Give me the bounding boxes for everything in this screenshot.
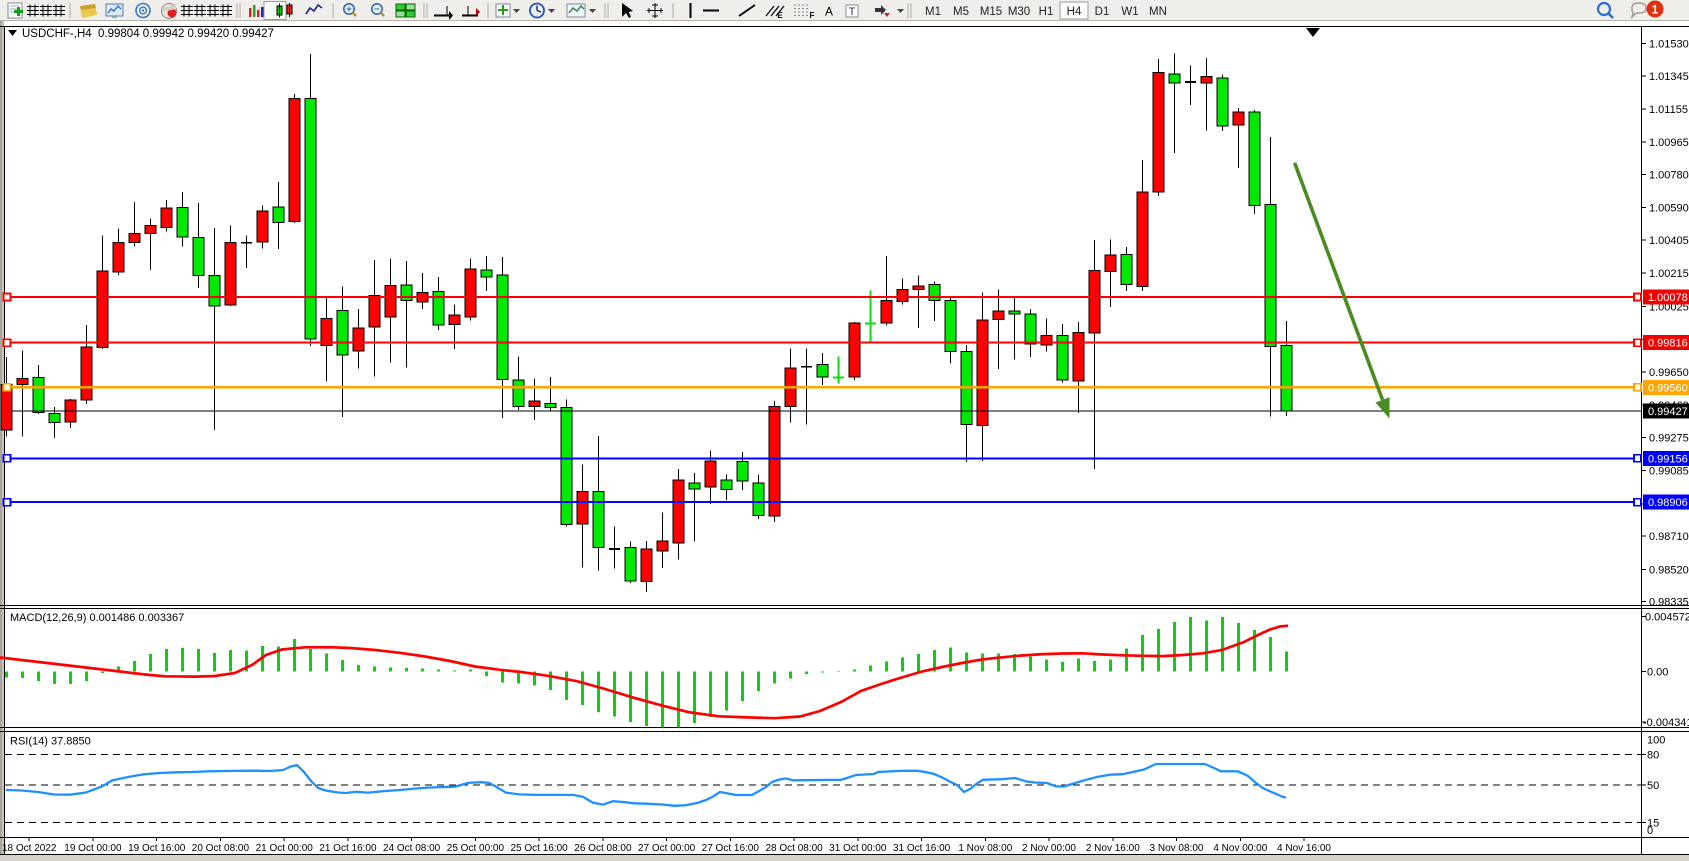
svg-text:25 Oct 00:00: 25 Oct 00:00 [447,843,505,854]
svg-text:3 Nov 08:00: 3 Nov 08:00 [1150,843,1204,854]
svg-text:4 Nov 16:00: 4 Nov 16:00 [1277,843,1331,854]
svg-text:0.99560: 0.99560 [1648,382,1688,394]
svg-text:A: A [825,5,833,19]
svg-text:1.01345: 1.01345 [1649,71,1689,83]
svg-text:21 Oct 16:00: 21 Oct 16:00 [319,843,377,854]
svg-text:100: 100 [1647,735,1665,747]
svg-text:0.98520: 0.98520 [1649,564,1689,576]
svg-text:0.99085: 0.99085 [1649,466,1689,478]
svg-text:1: 1 [1652,3,1659,17]
svg-text:1.00965: 1.00965 [1649,137,1689,149]
svg-text:M30: M30 [1008,6,1030,18]
svg-text:27 Oct 00:00: 27 Oct 00:00 [638,843,696,854]
svg-text:1.01530: 1.01530 [1649,38,1689,50]
svg-text:2 Nov 16:00: 2 Nov 16:00 [1086,843,1140,854]
svg-text:1.00780: 1.00780 [1649,170,1689,182]
svg-text:T: T [849,6,856,18]
svg-text:0: 0 [1647,825,1653,837]
svg-text:0.00: 0.00 [1647,666,1668,678]
svg-text:0.98710: 0.98710 [1649,531,1689,543]
svg-text:4 Nov 00:00: 4 Nov 00:00 [1213,843,1267,854]
svg-text:RSI(14) 37.8850: RSI(14) 37.8850 [10,736,91,748]
svg-text:21 Oct 00:00: 21 Oct 00:00 [256,843,314,854]
svg-text:D1: D1 [1095,6,1110,18]
svg-text:M15: M15 [980,6,1002,18]
svg-text:80: 80 [1647,749,1659,761]
svg-text:0.99275: 0.99275 [1649,432,1689,444]
svg-text:USDCHF-,H4 0.99804 0.99942 0.: USDCHF-,H4 0.99804 0.99942 0.99420 0.994… [22,28,274,40]
svg-text:0.99650: 0.99650 [1649,367,1689,379]
svg-text:0.004572: 0.004572 [1645,612,1689,624]
svg-text:26 Oct 08:00: 26 Oct 08:00 [574,843,632,854]
svg-text:19 Oct 16:00: 19 Oct 16:00 [128,843,186,854]
svg-text:1.00215: 1.00215 [1649,268,1689,280]
svg-text:20 Oct 08:00: 20 Oct 08:00 [192,843,250,854]
svg-text:M5: M5 [953,6,969,18]
svg-text:1.01155: 1.01155 [1649,104,1688,116]
svg-text:0.99816: 0.99816 [1648,338,1688,350]
svg-text:24 Oct 08:00: 24 Oct 08:00 [383,843,441,854]
svg-text:1.00078: 1.00078 [1648,292,1688,304]
svg-text:H4: H4 [1067,6,1082,18]
svg-text:18 Oct 2022: 18 Oct 2022 [2,843,57,854]
svg-text:31 Oct 16:00: 31 Oct 16:00 [893,843,951,854]
svg-text:50: 50 [1647,780,1659,792]
svg-text:H1: H1 [1039,6,1054,18]
svg-text:1.00590: 1.00590 [1649,203,1689,215]
svg-text:0.98335: 0.98335 [1649,597,1689,609]
svg-text:MN: MN [1149,6,1167,18]
svg-text:0.99427: 0.99427 [1648,406,1688,418]
svg-text:0.99156: 0.99156 [1648,453,1688,465]
svg-text:F: F [810,11,815,20]
svg-text:31 Oct 00:00: 31 Oct 00:00 [829,843,887,854]
svg-text:MACD(12,26,9) 0.001486 0.00336: MACD(12,26,9) 0.001486 0.003367 [10,612,184,624]
svg-text:15: 15 [1647,817,1659,829]
svg-text:0.98906: 0.98906 [1648,497,1688,509]
svg-text:19 Oct 00:00: 19 Oct 00:00 [64,843,122,854]
svg-text:28 Oct 08:00: 28 Oct 08:00 [765,843,823,854]
svg-text:27 Oct 16:00: 27 Oct 16:00 [702,843,760,854]
svg-text:E: E [777,11,783,20]
svg-text:W1: W1 [1121,6,1138,18]
svg-text:1 Nov 08:00: 1 Nov 08:00 [958,843,1012,854]
svg-text:2 Nov 00:00: 2 Nov 00:00 [1022,843,1076,854]
svg-text:M1: M1 [925,6,941,18]
svg-text:-0.004341: -0.004341 [1643,717,1689,729]
svg-text:1.00405: 1.00405 [1649,235,1689,247]
svg-text:25 Oct 16:00: 25 Oct 16:00 [510,843,568,854]
